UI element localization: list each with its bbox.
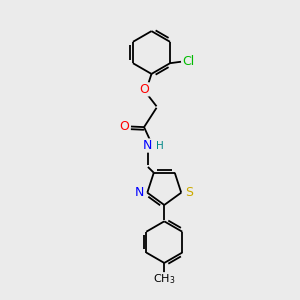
Text: H: H xyxy=(156,140,164,151)
Text: S: S xyxy=(185,186,193,199)
Text: N: N xyxy=(135,186,144,199)
Text: N: N xyxy=(143,139,153,152)
Text: CH$_3$: CH$_3$ xyxy=(153,273,176,286)
Text: O: O xyxy=(119,120,129,133)
Text: O: O xyxy=(140,83,149,96)
Text: Cl: Cl xyxy=(182,55,195,68)
